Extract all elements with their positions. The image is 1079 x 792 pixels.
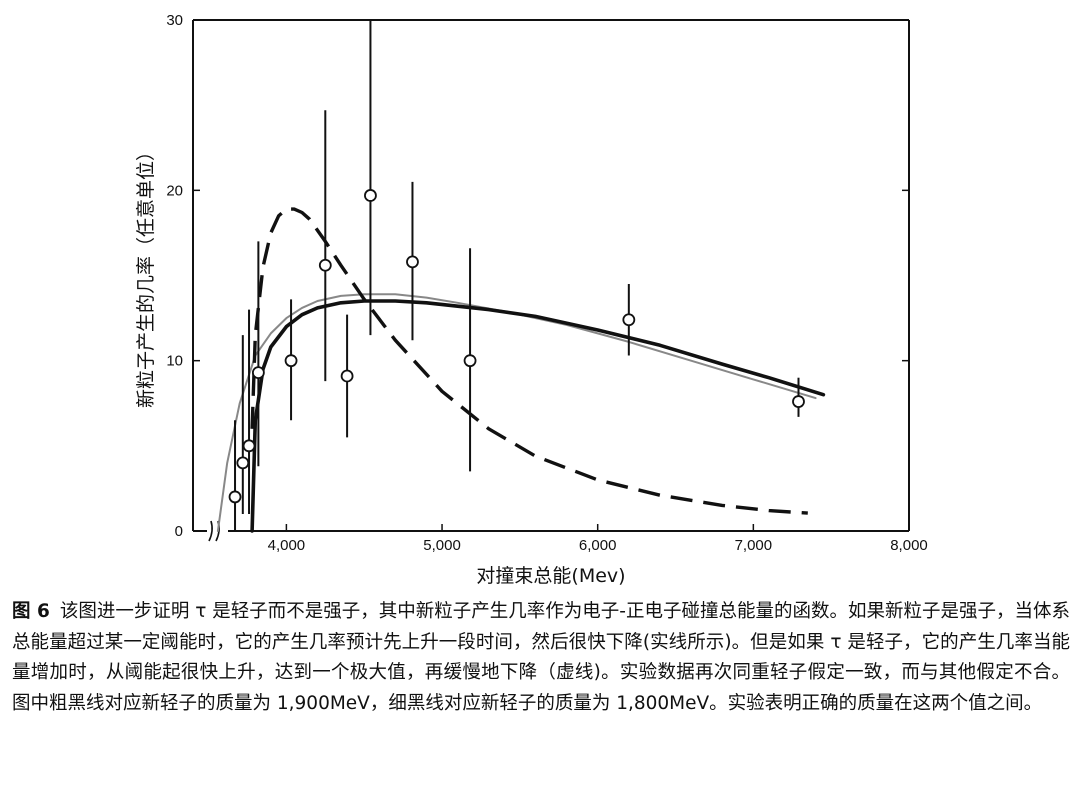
data-point	[792, 377, 805, 417]
dashed-curve	[250, 207, 808, 515]
data-marker	[251, 366, 265, 379]
data-point	[228, 420, 242, 531]
data-marker	[242, 439, 256, 453]
chart: 4,000 5,000 6,000 7,000 8,000 0 10 20 30 对撞束总能(…	[135, 12, 928, 587]
data-points	[228, 20, 805, 531]
caption-text: 该图进一步证明 τ 是轻子而不是强子，其中新粒子产生几率作为电子-正电子碰撞总能…	[12, 601, 1070, 714]
figure-caption: 图 6 该图进一步证明 τ 是轻子而不是强子，其中新粒子产生几率作为电子-正电子碰…	[12, 597, 1070, 719]
data-marker	[406, 255, 419, 269]
y-ticks: 0 10 20 30	[166, 12, 909, 540]
y-axis-title: 新粒子产生的几率（任意单位）	[135, 142, 157, 408]
data-marker	[364, 189, 377, 202]
x-tick-label: 7,000	[735, 537, 773, 554]
data-point	[251, 241, 265, 467]
data-point	[622, 284, 636, 356]
y-tick-label: 10	[166, 353, 183, 370]
data-marker	[792, 395, 805, 408]
plot-frame	[192, 19, 910, 542]
data-point	[364, 20, 377, 336]
y-tick-label: 0	[175, 523, 183, 540]
data-marker	[463, 354, 477, 368]
y-tick-label: 30	[166, 12, 183, 29]
data-marker	[228, 490, 242, 504]
data-marker	[236, 456, 250, 470]
data-point	[340, 314, 354, 438]
x-axis-title: 对撞束总能(Mev)	[476, 565, 625, 587]
y-tick-label: 20	[166, 182, 183, 199]
data-point	[236, 335, 250, 514]
data-point	[242, 309, 256, 514]
x-tick-label: 4,000	[268, 537, 306, 554]
curves	[216, 207, 826, 533]
thick-solid-curve	[250, 299, 826, 533]
thin-solid-curve	[216, 293, 817, 532]
figure-label: 图 6	[12, 601, 50, 622]
data-point	[318, 110, 332, 382]
x-tick-label: 8,000	[890, 537, 928, 554]
data-marker	[284, 354, 298, 368]
data-marker	[340, 369, 354, 383]
x-tick-label: 6,000	[579, 537, 617, 554]
x-ticks: 4,000 5,000 6,000 7,000 8,000	[268, 524, 928, 554]
data-point	[406, 181, 419, 341]
data-point	[284, 299, 298, 421]
x-tick-label: 5,000	[423, 537, 461, 554]
data-marker	[318, 258, 332, 272]
data-point	[463, 248, 477, 472]
data-marker	[622, 313, 636, 327]
